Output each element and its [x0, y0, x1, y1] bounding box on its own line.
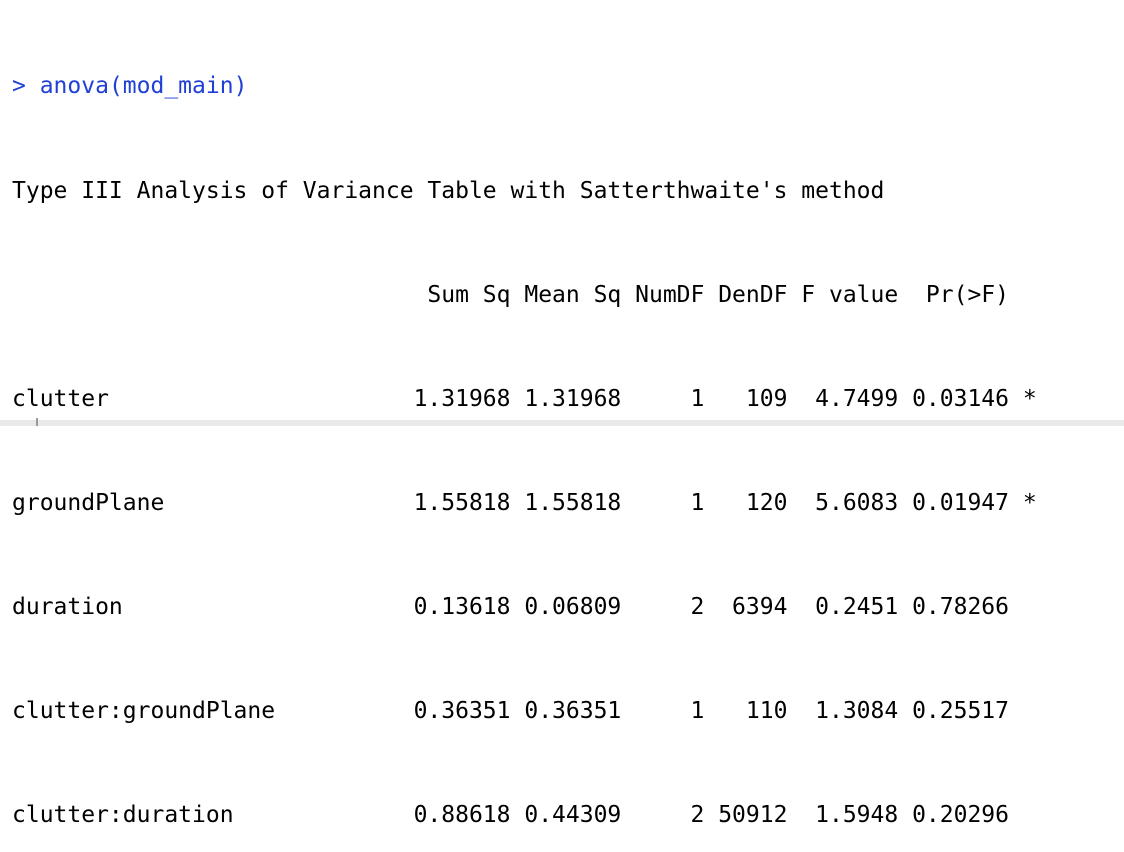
anova-row-groundplane: groundPlane 1.55818 1.55818 1 120 5.6083…: [12, 489, 1037, 516]
console-bottom-edge: [0, 420, 1124, 426]
anova-table-header: Sum Sq Mean Sq NumDF DenDF F value Pr(>F…: [12, 281, 1037, 308]
anova-table-title: Type III Analysis of Variance Table with…: [12, 177, 885, 204]
r-console-output: > anova(mod_main) Type III Analysis of V…: [12, 0, 1037, 852]
console-prompt: >: [12, 73, 40, 100]
command-text: anova(mod_main): [39, 73, 248, 100]
anova-row-duration: duration 0.13618 0.06809 2 6394 0.2451 0…: [12, 593, 1037, 620]
anova-row-clutter: clutter 1.31968 1.31968 1 109 4.7499 0.0…: [12, 385, 1037, 412]
console-cursor[interactable]: [36, 418, 38, 426]
anova-row-clutter-duration: clutter:duration 0.88618 0.44309 2 50912…: [12, 802, 1037, 829]
anova-row-clutter-groundplane: clutter:groundPlane 0.36351 0.36351 1 11…: [12, 697, 1037, 724]
command-line[interactable]: > anova(mod_main): [12, 69, 1037, 104]
